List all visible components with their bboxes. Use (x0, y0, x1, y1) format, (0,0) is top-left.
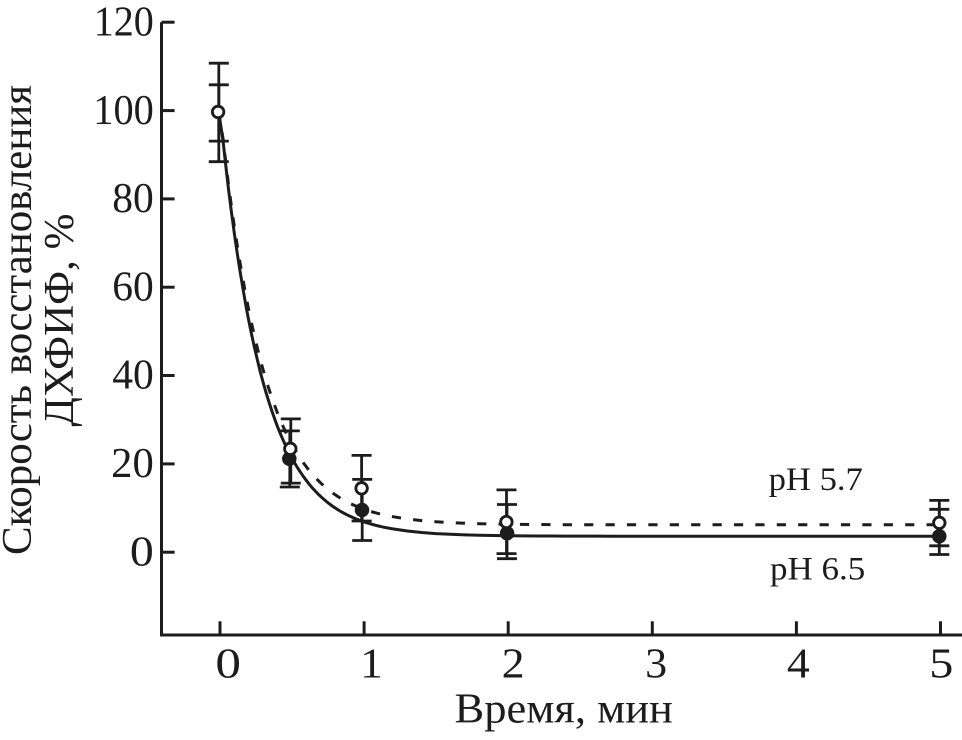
svg-text:Скорость восстановления: Скорость восстановления (0, 85, 41, 555)
svg-text:120: 120 (94, 0, 154, 45)
svg-text:20: 20 (111, 440, 154, 487)
svg-text:0: 0 (130, 528, 154, 575)
svg-text:Время, мин: Время, мин (455, 685, 673, 732)
svg-text:pH 5.7: pH 5.7 (769, 462, 863, 498)
svg-text:60: 60 (112, 263, 154, 310)
svg-text:80: 80 (112, 175, 154, 222)
svg-text:ДХФИФ, %: ДХФИФ, % (36, 214, 83, 427)
svg-text:2: 2 (502, 641, 525, 688)
svg-text:3: 3 (645, 641, 667, 688)
svg-text:1: 1 (360, 641, 383, 688)
svg-text:pH 6.5: pH 6.5 (770, 552, 865, 588)
svg-text:0: 0 (215, 641, 241, 688)
svg-text:40: 40 (112, 352, 154, 399)
svg-text:100: 100 (93, 87, 154, 134)
svg-text:4: 4 (787, 641, 810, 688)
svg-text:5: 5 (929, 641, 953, 688)
